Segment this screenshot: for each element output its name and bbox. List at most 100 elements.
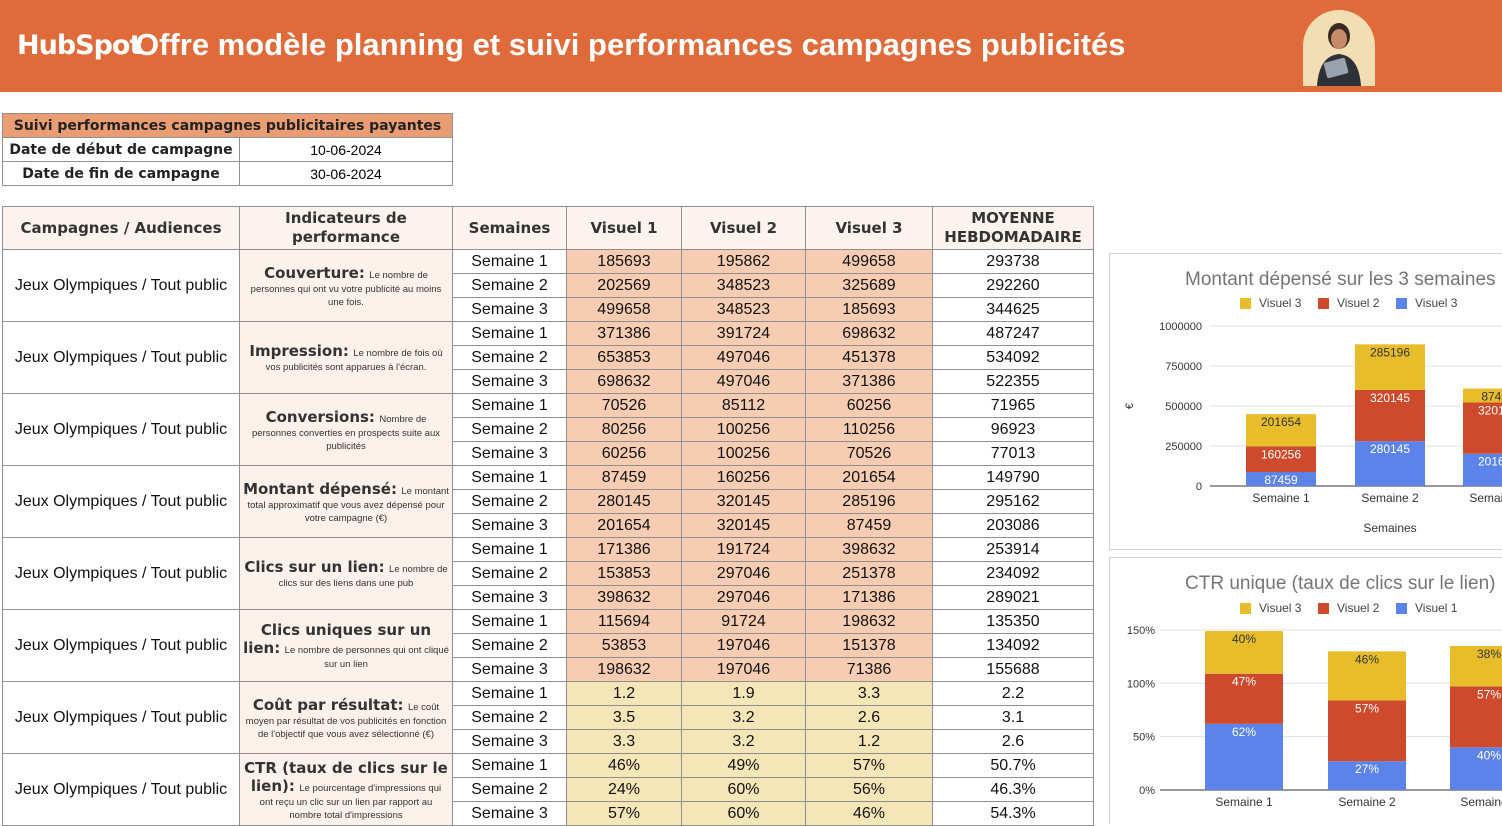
value: 70526 bbox=[567, 394, 682, 418]
value: 171386 bbox=[567, 538, 682, 562]
indicator-label: Clics sur un lien: bbox=[244, 558, 384, 576]
column-header: Campagnes / Audiences bbox=[3, 207, 240, 250]
value: 60% bbox=[682, 802, 806, 826]
x-tick-label: Semaine 1 bbox=[1252, 491, 1310, 505]
average: 234092 bbox=[933, 562, 1094, 586]
average: 2.6 bbox=[933, 730, 1094, 754]
week: Semaine 1 bbox=[453, 466, 567, 490]
indicator: Clics uniques sur un lien: Le nombre de … bbox=[240, 610, 453, 682]
x-tick-label: Semaine 2 bbox=[1338, 795, 1396, 809]
info-value: 30-06-2024 bbox=[240, 162, 453, 186]
value: 320145 bbox=[682, 490, 806, 514]
indicator-label: Montant dépensé: bbox=[243, 480, 397, 498]
x-axis-label: Semaines bbox=[1363, 521, 1416, 535]
y-tick-label: 250000 bbox=[1165, 441, 1202, 453]
indicator: Clics sur un lien: Le nombre de clics su… bbox=[240, 538, 453, 610]
week: Semaine 3 bbox=[453, 370, 567, 394]
value: 100256 bbox=[682, 418, 806, 442]
week: Semaine 2 bbox=[453, 346, 567, 370]
audience: Jeux Olympiques / Tout public bbox=[3, 466, 240, 538]
value: 70526 bbox=[806, 442, 933, 466]
average: 46.3% bbox=[933, 778, 1094, 802]
value: 46% bbox=[806, 802, 933, 826]
y-tick-label: 0 bbox=[1196, 481, 1202, 493]
value: 325689 bbox=[806, 274, 933, 298]
week: Semaine 2 bbox=[453, 562, 567, 586]
value: 371386 bbox=[806, 370, 933, 394]
y-tick-label: 100% bbox=[1127, 678, 1155, 690]
legend-swatch bbox=[1396, 298, 1407, 309]
data-label: 57% bbox=[1477, 688, 1501, 702]
data-label: 62% bbox=[1232, 725, 1256, 739]
audience: Jeux Olympiques / Tout public bbox=[3, 394, 240, 466]
data-label: 57% bbox=[1355, 701, 1379, 715]
value: 3.5 bbox=[567, 706, 682, 730]
audience: Jeux Olympiques / Tout public bbox=[3, 610, 240, 682]
x-tick-label: Semaine 3 bbox=[1460, 795, 1502, 809]
value: 3.3 bbox=[567, 730, 682, 754]
value: 100256 bbox=[682, 442, 806, 466]
value: 197046 bbox=[682, 634, 806, 658]
week: Semaine 1 bbox=[453, 682, 567, 706]
week: Semaine 2 bbox=[453, 634, 567, 658]
value: 297046 bbox=[682, 586, 806, 610]
week: Semaine 1 bbox=[453, 250, 567, 274]
legend-label: Visuel 3 bbox=[1259, 296, 1302, 310]
value: 24% bbox=[567, 778, 682, 802]
week: Semaine 1 bbox=[453, 538, 567, 562]
average: 203086 bbox=[933, 514, 1094, 538]
value: 398632 bbox=[806, 538, 933, 562]
average: 534092 bbox=[933, 346, 1094, 370]
value: 110256 bbox=[806, 418, 933, 442]
average: 293738 bbox=[933, 250, 1094, 274]
value: 198632 bbox=[567, 658, 682, 682]
value: 1.2 bbox=[567, 682, 682, 706]
value: 87459 bbox=[806, 514, 933, 538]
week: Semaine 2 bbox=[453, 274, 567, 298]
data-label: 40% bbox=[1477, 748, 1501, 762]
y-axis-label: € bbox=[1124, 403, 1136, 409]
average: 2.2 bbox=[933, 682, 1094, 706]
indicator: Coût par résultat: Le coût moyen par rés… bbox=[240, 682, 453, 754]
page-title: Offre modèle planning et suivi performan… bbox=[135, 27, 1126, 63]
week: Semaine 1 bbox=[453, 394, 567, 418]
audience: Jeux Olympiques / Tout public bbox=[3, 250, 240, 322]
week: Semaine 3 bbox=[453, 802, 567, 826]
value: 197046 bbox=[682, 658, 806, 682]
week: Semaine 1 bbox=[453, 754, 567, 778]
indicator-label: Conversions: bbox=[266, 408, 375, 426]
y-tick-label: 0% bbox=[1139, 785, 1155, 797]
average: 253914 bbox=[933, 538, 1094, 562]
value: 153853 bbox=[567, 562, 682, 586]
indicator-description: Le nombre de personnes qui ont cliqué su… bbox=[285, 645, 449, 670]
value: 2.6 bbox=[806, 706, 933, 730]
value: 56% bbox=[806, 778, 933, 802]
value: 60256 bbox=[806, 394, 933, 418]
average: 289021 bbox=[933, 586, 1094, 610]
average: 71965 bbox=[933, 394, 1094, 418]
column-header: MOYENNE HEBDOMADAIRE bbox=[933, 207, 1094, 250]
week: Semaine 1 bbox=[453, 610, 567, 634]
value: 60% bbox=[682, 778, 806, 802]
average: 135350 bbox=[933, 610, 1094, 634]
average: 50.7% bbox=[933, 754, 1094, 778]
value: 202569 bbox=[567, 274, 682, 298]
audience: Jeux Olympiques / Tout public bbox=[3, 322, 240, 394]
average: 295162 bbox=[933, 490, 1094, 514]
legend-label: Visuel 2 bbox=[1337, 296, 1380, 310]
value: 91724 bbox=[682, 610, 806, 634]
y-tick-label: 50% bbox=[1133, 732, 1155, 744]
charts: Montant dépensé sur les 3 semainesVisuel… bbox=[1100, 0, 1502, 824]
value: 185693 bbox=[806, 298, 933, 322]
value: 698632 bbox=[806, 322, 933, 346]
legend-swatch bbox=[1318, 298, 1329, 309]
y-tick-label: 1000000 bbox=[1159, 321, 1202, 333]
value: 285196 bbox=[806, 490, 933, 514]
value: 171386 bbox=[806, 586, 933, 610]
data-label: 27% bbox=[1355, 762, 1379, 776]
